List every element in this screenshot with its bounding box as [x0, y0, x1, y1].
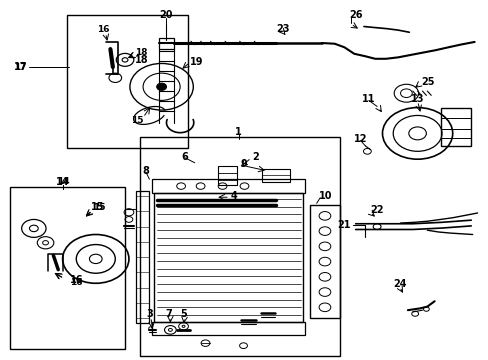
Text: 26: 26	[348, 10, 362, 20]
Text: 15: 15	[93, 203, 105, 212]
Text: 18: 18	[135, 55, 148, 65]
Text: 24: 24	[392, 279, 406, 289]
Text: 14: 14	[56, 177, 70, 187]
Text: 14: 14	[57, 177, 69, 186]
Text: 4: 4	[230, 191, 237, 201]
Text: 5: 5	[180, 310, 186, 319]
Bar	[66, 15, 188, 148]
Text: 1: 1	[235, 127, 242, 136]
Text: 16: 16	[69, 275, 83, 285]
Bar	[136, 191, 149, 323]
Text: 22: 22	[369, 206, 383, 216]
Text: 17: 17	[14, 63, 26, 72]
Bar	[440, 108, 470, 146]
Text: 15: 15	[131, 116, 143, 125]
Bar	[152, 179, 305, 193]
Text: 6: 6	[181, 152, 188, 162]
Text: 23: 23	[275, 24, 289, 35]
Text: 8: 8	[142, 166, 149, 176]
Text: 19: 19	[189, 57, 203, 67]
Circle shape	[157, 83, 166, 90]
Text: 10: 10	[318, 191, 331, 201]
Bar	[154, 193, 303, 321]
Text: 16: 16	[97, 25, 109, 34]
Bar	[159, 39, 173, 49]
Text: 3: 3	[146, 310, 152, 319]
Text: 16: 16	[70, 278, 82, 287]
Bar	[217, 166, 237, 185]
Text: 15: 15	[91, 202, 104, 212]
Text: 12: 12	[353, 134, 366, 144]
Text: 9: 9	[240, 159, 246, 169]
Bar	[310, 205, 339, 318]
Text: 17: 17	[14, 62, 27, 72]
Text: 25: 25	[420, 77, 434, 87]
Text: 13: 13	[410, 94, 424, 104]
Text: 7: 7	[165, 310, 172, 319]
Text: 20: 20	[159, 10, 172, 20]
Text: 18: 18	[135, 48, 147, 57]
Bar	[140, 137, 339, 356]
Bar	[10, 187, 125, 348]
Bar	[261, 168, 289, 182]
Bar	[152, 321, 305, 335]
Text: 11: 11	[361, 94, 375, 104]
Text: 21: 21	[337, 220, 350, 230]
Text: 2: 2	[251, 152, 258, 162]
